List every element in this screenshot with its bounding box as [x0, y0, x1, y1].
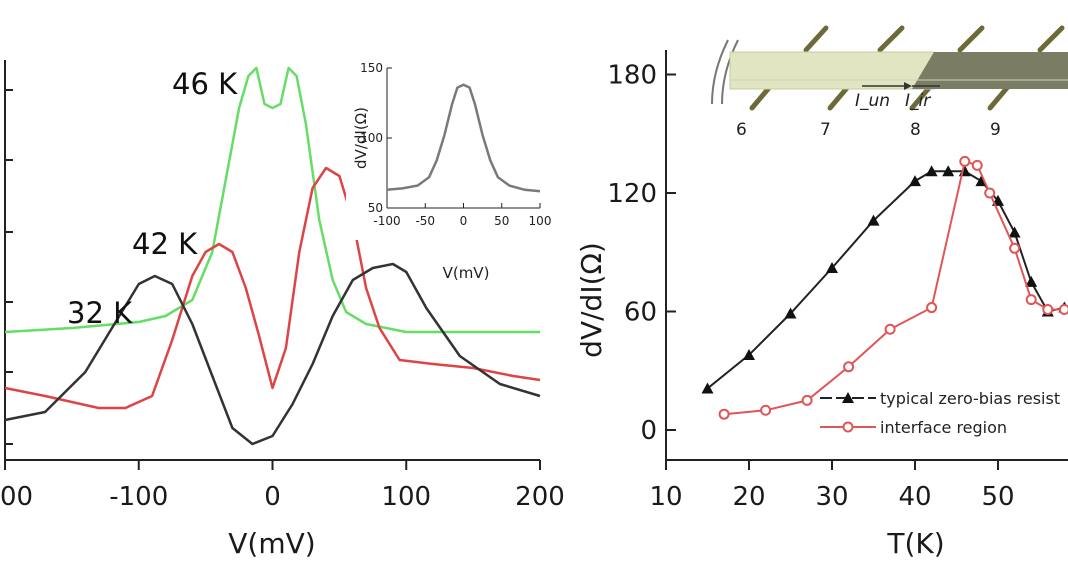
sample-bar-dark [912, 52, 1068, 89]
inset-plot: 50 100 150 -100 -50 0 50 100 dV/dI(Ω) V(mV) [346, 60, 551, 282]
inset-x-tick-label: -50 [415, 214, 435, 228]
data-point-triangle [925, 165, 938, 177]
inset-y-tick-label: 150 [360, 61, 383, 75]
series-line-32k [4, 262, 541, 446]
data-point-circle [801, 394, 813, 406]
data-point-triangle [701, 382, 714, 394]
data-point-circle [718, 408, 730, 420]
right-y-tick-label: 0 [640, 416, 657, 446]
data-point-circle [1042, 304, 1054, 316]
data-point-triangle [1008, 226, 1021, 238]
current-label-ir: I_ir [905, 91, 931, 111]
data-point-triangle [867, 214, 880, 226]
left-y-ticks [5, 89, 13, 445]
inset-y-tick-label: 100 [360, 131, 383, 145]
data-point-circle [1058, 304, 1068, 316]
left-series [4, 66, 541, 446]
left-x-tick-label: -100 [109, 482, 168, 512]
data-point-circle [1025, 294, 1037, 306]
data-point-circle [959, 155, 971, 167]
series-line-42k [4, 166, 541, 410]
sample-schematic: I_un I_ir 6 7 8 9 [711, 25, 1068, 140]
legend-label-zero-bias: typical zero-bias resist [880, 389, 1060, 408]
data-point-triangle [1025, 275, 1038, 287]
contact-label-8: 8 [910, 120, 921, 140]
right-y-tick-label: 60 [624, 298, 657, 328]
inset-y-axis-label: dV/dI(Ω) [352, 107, 370, 169]
contact-label-6: 6 [736, 120, 747, 140]
data-point-circle [843, 361, 855, 373]
series-line-zero-bias [706, 170, 1065, 390]
sample-bar-light [729, 51, 935, 90]
curve-label-46k: 46 K [172, 67, 238, 101]
series-line-46k [4, 66, 540, 334]
series-line-interface [724, 160, 1065, 416]
curve-label-42k: 42 K [132, 227, 198, 261]
right-x-tick-label: 50 [981, 482, 1014, 512]
data-point-triangle [942, 165, 955, 177]
right-x-ticks: 10203040506 [649, 460, 1015, 512]
sample-break-mark [711, 39, 729, 105]
data-point-triangle [784, 307, 797, 319]
legend-marker-circle [842, 421, 854, 433]
current-label-un: I_un [855, 91, 890, 111]
left-panel: 00 -100 0 100 200 V(mV) 46 K 42 K 32 K [0, 60, 565, 560]
data-point-circle [971, 159, 983, 171]
right-y-ticks: 0 60 120 180 [607, 61, 676, 446]
inset-x-axis-label: V(mV) [443, 264, 490, 282]
right-x-tick-label: 10 [649, 482, 682, 512]
inset-x-tick-label: 0 [460, 214, 468, 228]
inset-y-tick-label: 50 [368, 201, 383, 215]
right-y-tick-label: 120 [607, 179, 657, 209]
data-point-circle [884, 323, 896, 335]
right-x-tick-label: 20 [732, 482, 765, 512]
right-y-axis-label: dV/dI(Ω) [575, 242, 608, 358]
data-point-circle [1009, 242, 1021, 254]
left-x-tick-label: 0 [264, 482, 281, 512]
data-point-circle [760, 404, 772, 416]
right-series [701, 155, 1068, 420]
inset-ticks: 50 100 150 -100 -50 0 50 100 [360, 61, 551, 228]
inset-curve [386, 83, 541, 193]
right-x-tick-label: 30 [815, 482, 848, 512]
data-point-triangle [743, 348, 755, 360]
contact-label-7: 7 [820, 120, 831, 140]
inset-x-tick-label: 100 [529, 214, 552, 228]
right-y-tick-label: 180 [607, 61, 657, 91]
contact-label-9: 9 [990, 120, 1001, 140]
right-legend: typical zero-bias resist interface regio… [820, 389, 1060, 437]
right-x-axis-label: T(K) [886, 527, 944, 560]
data-point-triangle [826, 262, 838, 274]
left-x-tick-label: 200 [515, 482, 565, 512]
data-point-triangle [909, 175, 921, 187]
data-point-circle [984, 187, 996, 199]
right-x-tick-label: 40 [898, 482, 931, 512]
right-panel: 0 60 120 180 10 20 30 40 50 6 dV/dI(Ω) T(K) [575, 50, 1068, 560]
legend-marker-triangle [842, 392, 854, 403]
curve-label-32k: 32 K [67, 296, 133, 330]
inset-x-tick-label: 50 [494, 214, 509, 228]
data-point-circle [926, 302, 938, 314]
left-x-axis-label: V(mV) [228, 527, 315, 560]
left-x-tick-label: 100 [381, 482, 431, 512]
left-x-tick-label: 00 [0, 482, 33, 512]
left-x-ticks: 00 -100 0 100 200 [0, 460, 565, 512]
legend-label-interface: interface region [880, 418, 1007, 437]
inset-x-tick-label: -100 [373, 214, 400, 228]
